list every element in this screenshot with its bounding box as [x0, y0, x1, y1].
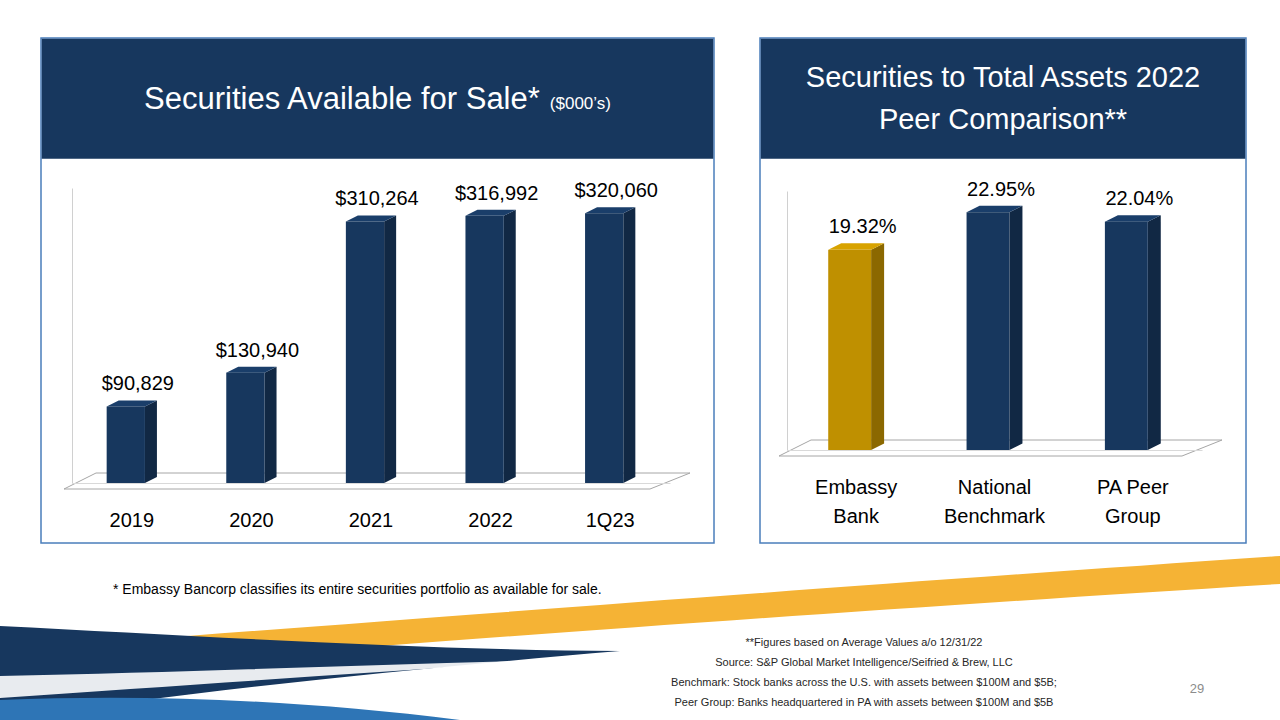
x-tick-label: 2020: [229, 509, 274, 531]
bar: [226, 373, 264, 483]
data-label: 19.32%: [829, 215, 897, 237]
data-label: $310,264: [335, 187, 418, 209]
bar: [465, 216, 503, 483]
bar-top: [346, 215, 396, 221]
x-tick: 2020: [229, 483, 274, 531]
bar: [107, 406, 145, 483]
bar-side: [871, 243, 884, 450]
blue-wave: [0, 698, 460, 720]
bar: [1105, 222, 1148, 450]
y-axis: [72, 189, 73, 484]
chart-panel: Securities Available for Sale* ($000’s) 20…: [41, 38, 714, 543]
bar-side: [1148, 215, 1161, 450]
navy-wave: [0, 626, 620, 720]
source-note: Benchmark: Stock banks across the U.S. w…: [671, 676, 1057, 688]
x-tick: 2022: [468, 483, 512, 531]
bar: [346, 221, 384, 483]
x-axis: EmbassyBank NationalBenchmark PA PeerGroup: [788, 450, 1203, 527]
x-tick-label: 1Q23: [586, 509, 635, 531]
data-label: $90,829: [102, 372, 174, 394]
data-label: $130,940: [216, 339, 299, 361]
y-axis: [787, 192, 788, 451]
x-tick: EmbassyBank: [815, 450, 897, 527]
x-axis-line: [788, 450, 1203, 451]
data-labels: $90,829 $130,940 $310,264 $316,992 $320,060: [102, 179, 658, 394]
data-label: 22.95%: [967, 178, 1035, 200]
chart-title: Securities to Total Assets 2022Peer Comp…: [806, 61, 1200, 135]
panel-frame: [760, 38, 1246, 543]
bar-top: [1105, 215, 1161, 222]
bar-top: [465, 210, 515, 216]
chart-panel: Securities to Total Assets 2022Peer Comp…: [760, 38, 1246, 543]
bar: [585, 213, 623, 483]
bar-side: [623, 207, 635, 483]
bar-top: [226, 367, 276, 373]
data-label: $316,992: [455, 182, 538, 204]
x-tick: 1Q23: [586, 483, 635, 531]
data-label: $320,060: [574, 179, 657, 201]
x-axis: 2019 2020 2021 2022 1Q23: [73, 483, 671, 531]
source-note: Source: S&P Global Market Intelligence/S…: [715, 656, 1013, 668]
bar-side: [1009, 206, 1022, 450]
x-tick-label: EmbassyBank: [815, 476, 897, 527]
x-tick-label: 2019: [110, 509, 155, 531]
x-tick: 2021: [349, 483, 394, 531]
bar-top: [828, 243, 884, 250]
source-note: **Figures based on Average Values a/o 12…: [746, 636, 983, 648]
panel-header: [42, 39, 714, 159]
bar-top: [107, 400, 157, 406]
bar-side: [265, 367, 277, 483]
x-axis-line: [73, 483, 671, 484]
x-tick-label: NationalBenchmark: [944, 476, 1046, 527]
decoration: [0, 556, 1280, 720]
bar-side: [384, 215, 396, 483]
x-tick-label: PA PeerGroup: [1097, 476, 1169, 527]
bars: [107, 207, 636, 483]
bar-top: [967, 206, 1023, 213]
chart-title: Securities Available for Sale*: [144, 81, 540, 116]
bar-top: [585, 207, 635, 213]
source-note: Peer Group: Banks headquartered in PA wi…: [675, 696, 1054, 708]
source-notes: **Figures based on Average Values a/o 12…: [671, 636, 1057, 708]
data-labels: 19.32% 22.95% 22.04%: [829, 178, 1174, 238]
x-tick: NationalBenchmark: [944, 450, 1046, 527]
bar: [828, 250, 871, 450]
page-number: 29: [1190, 681, 1204, 696]
bars: [828, 206, 1161, 450]
bar: [967, 212, 1010, 450]
bar-side: [504, 210, 516, 483]
x-tick: PA PeerGroup: [1097, 450, 1169, 527]
panel-header: [761, 39, 1246, 159]
data-label: 22.04%: [1105, 187, 1173, 209]
white-wave: [0, 660, 560, 698]
x-tick: 2019: [110, 483, 155, 531]
x-tick-label: 2021: [349, 509, 394, 531]
y-axis-line: [787, 192, 788, 451]
x-tick-label: 2022: [468, 509, 512, 531]
y-axis-line: [72, 189, 73, 484]
panel-frame: [41, 38, 714, 543]
chart-subtitle: ($000’s): [550, 94, 611, 113]
footnote: * Embassy Bancorp classifies its entire …: [113, 581, 602, 597]
slide: Securities Available for Sale* ($000’s) 20…: [0, 0, 1280, 720]
bar-side: [145, 400, 157, 483]
